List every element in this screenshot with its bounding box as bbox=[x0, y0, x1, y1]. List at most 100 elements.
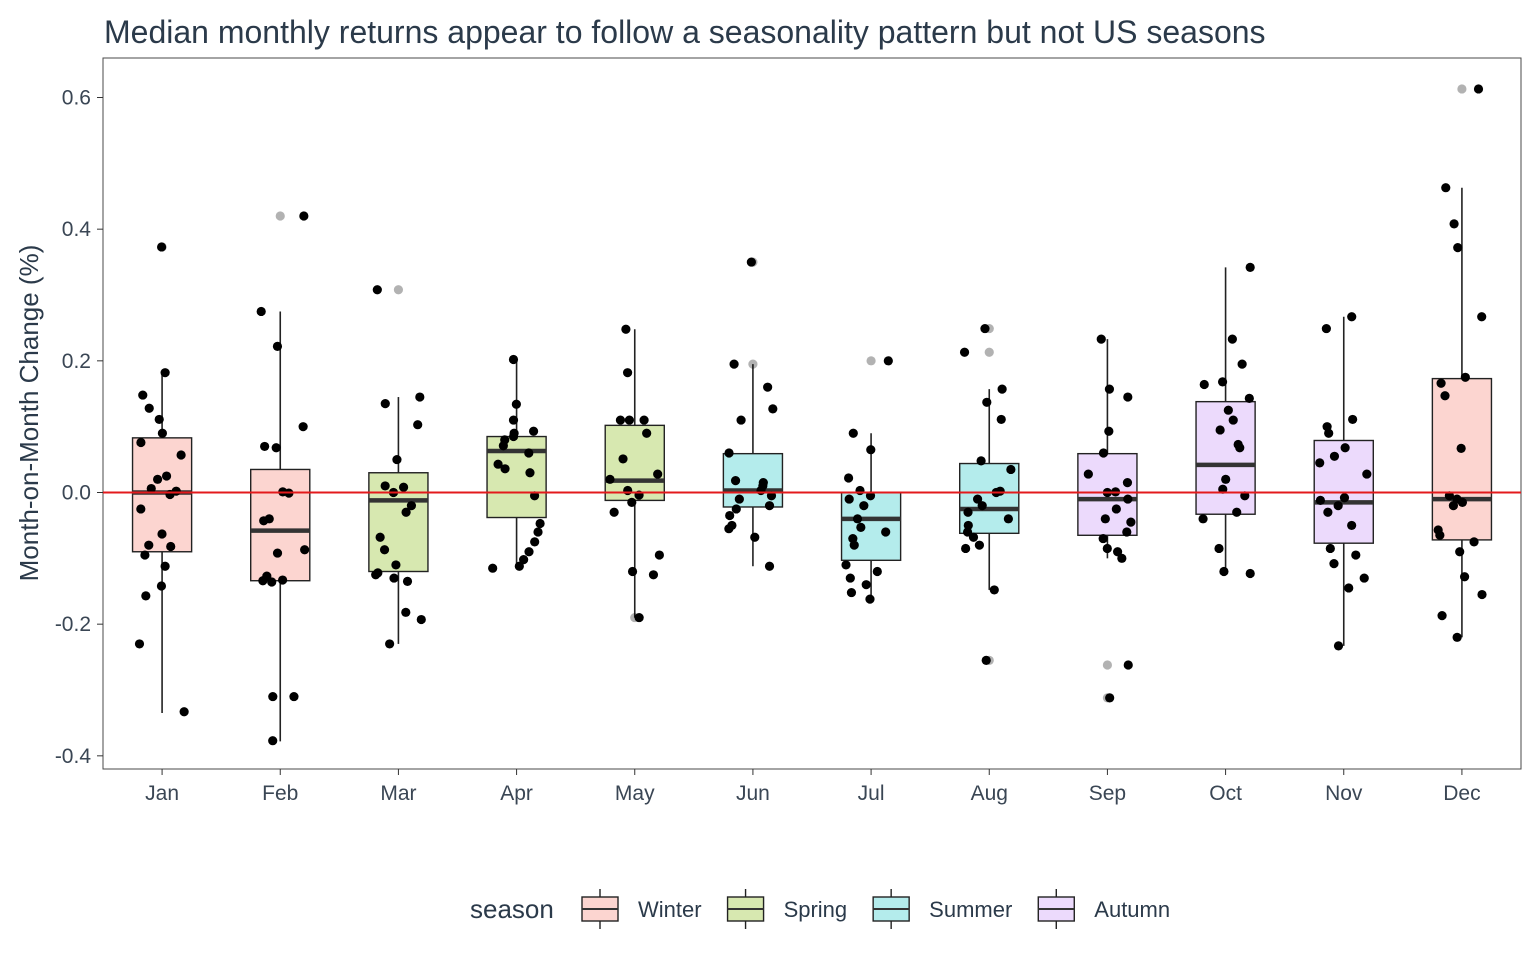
data-point bbox=[401, 607, 411, 617]
box-jul bbox=[840, 433, 902, 600]
data-point bbox=[1333, 641, 1344, 651]
data-point bbox=[391, 560, 401, 570]
data-point bbox=[962, 527, 973, 537]
data-point bbox=[963, 507, 973, 517]
legend-item-spring: Spring bbox=[726, 889, 847, 929]
data-point bbox=[260, 441, 270, 452]
data-point bbox=[1351, 550, 1361, 560]
y-tick-label: 0.4 bbox=[62, 218, 92, 241]
data-point bbox=[157, 529, 167, 539]
data-point bbox=[756, 485, 766, 496]
data-point bbox=[841, 560, 851, 570]
data-point bbox=[1339, 493, 1350, 503]
data-point bbox=[852, 514, 863, 524]
data-point bbox=[866, 445, 876, 455]
data-point bbox=[989, 585, 999, 595]
data-point bbox=[1325, 543, 1335, 554]
data-point bbox=[883, 356, 893, 366]
x-tick-label: Jul bbox=[858, 782, 885, 805]
x-tick-label: Sep bbox=[1089, 782, 1126, 805]
outlier-point bbox=[748, 359, 758, 369]
data-point bbox=[136, 437, 146, 448]
data-point bbox=[524, 448, 534, 458]
box-nov bbox=[1313, 316, 1374, 646]
data-point bbox=[1221, 474, 1231, 484]
data-point bbox=[278, 575, 288, 585]
data-point bbox=[508, 431, 519, 442]
data-point bbox=[498, 441, 508, 451]
data-point bbox=[1098, 448, 1109, 458]
data-point bbox=[653, 469, 663, 479]
data-point bbox=[1198, 514, 1208, 524]
data-point bbox=[859, 501, 869, 511]
data-point bbox=[156, 581, 167, 591]
data-point bbox=[157, 242, 167, 252]
data-point bbox=[961, 543, 971, 554]
data-point bbox=[639, 415, 649, 425]
x-tick-label: May bbox=[615, 782, 655, 805]
data-point bbox=[627, 497, 637, 507]
legend-item-winter: Winter bbox=[581, 889, 702, 929]
x-tick-label: Jan bbox=[145, 782, 179, 805]
data-point bbox=[974, 540, 985, 550]
data-point bbox=[1227, 334, 1237, 344]
data-point bbox=[389, 573, 399, 583]
data-point bbox=[844, 494, 854, 504]
data-point bbox=[1455, 547, 1465, 557]
data-point bbox=[1003, 514, 1013, 524]
data-point bbox=[144, 540, 154, 550]
data-point bbox=[1449, 219, 1459, 229]
data-point bbox=[724, 524, 734, 534]
data-point bbox=[621, 324, 631, 334]
data-point bbox=[1344, 583, 1354, 593]
data-point bbox=[165, 489, 175, 500]
y-tick-label: -0.4 bbox=[55, 745, 92, 768]
legend-title: season bbox=[470, 894, 554, 924]
data-point bbox=[1457, 497, 1468, 507]
box-iqr bbox=[840, 491, 902, 562]
data-point bbox=[980, 323, 990, 334]
data-point bbox=[524, 547, 534, 557]
data-point bbox=[731, 504, 741, 514]
legend-item-autumn: Autumn bbox=[1037, 889, 1170, 929]
data-point bbox=[375, 532, 385, 542]
data-point bbox=[272, 548, 283, 558]
data-point bbox=[141, 591, 151, 601]
data-point bbox=[730, 476, 741, 486]
data-point bbox=[846, 587, 857, 598]
data-point bbox=[179, 707, 189, 717]
box-mar bbox=[368, 397, 429, 644]
data-point bbox=[764, 501, 775, 511]
data-point bbox=[1477, 312, 1487, 322]
data-point bbox=[1235, 443, 1245, 453]
legend: season Winter Spring Summer Autumn bbox=[470, 889, 1170, 929]
data-point bbox=[500, 464, 510, 474]
data-point bbox=[1100, 514, 1110, 524]
x-tick-label: Mar bbox=[380, 782, 416, 805]
data-point bbox=[1214, 543, 1224, 554]
legend-label: Winter bbox=[638, 897, 702, 922]
data-point bbox=[138, 390, 148, 400]
x-tick-label: Jun bbox=[736, 782, 770, 805]
outlier-point bbox=[866, 356, 876, 366]
data-point bbox=[724, 448, 734, 458]
data-point bbox=[976, 456, 986, 466]
data-point bbox=[881, 527, 891, 537]
data-point bbox=[1217, 377, 1228, 387]
outlier-point bbox=[984, 347, 994, 357]
data-point bbox=[1448, 501, 1459, 511]
data-point bbox=[413, 420, 423, 430]
data-point bbox=[146, 483, 156, 494]
data-point bbox=[1453, 243, 1463, 253]
legend-label: Autumn bbox=[1094, 897, 1170, 922]
y-axis: -0.4 -0.2 0.0 0.2 0.4 0.6 bbox=[55, 87, 103, 768]
data-point bbox=[1329, 559, 1339, 569]
data-point bbox=[144, 403, 154, 413]
data-point bbox=[1117, 553, 1127, 563]
data-point bbox=[848, 428, 858, 438]
data-point bbox=[533, 527, 543, 537]
data-point bbox=[729, 359, 739, 369]
data-point bbox=[136, 504, 146, 514]
data-point bbox=[272, 341, 283, 351]
data-point bbox=[1102, 543, 1112, 554]
